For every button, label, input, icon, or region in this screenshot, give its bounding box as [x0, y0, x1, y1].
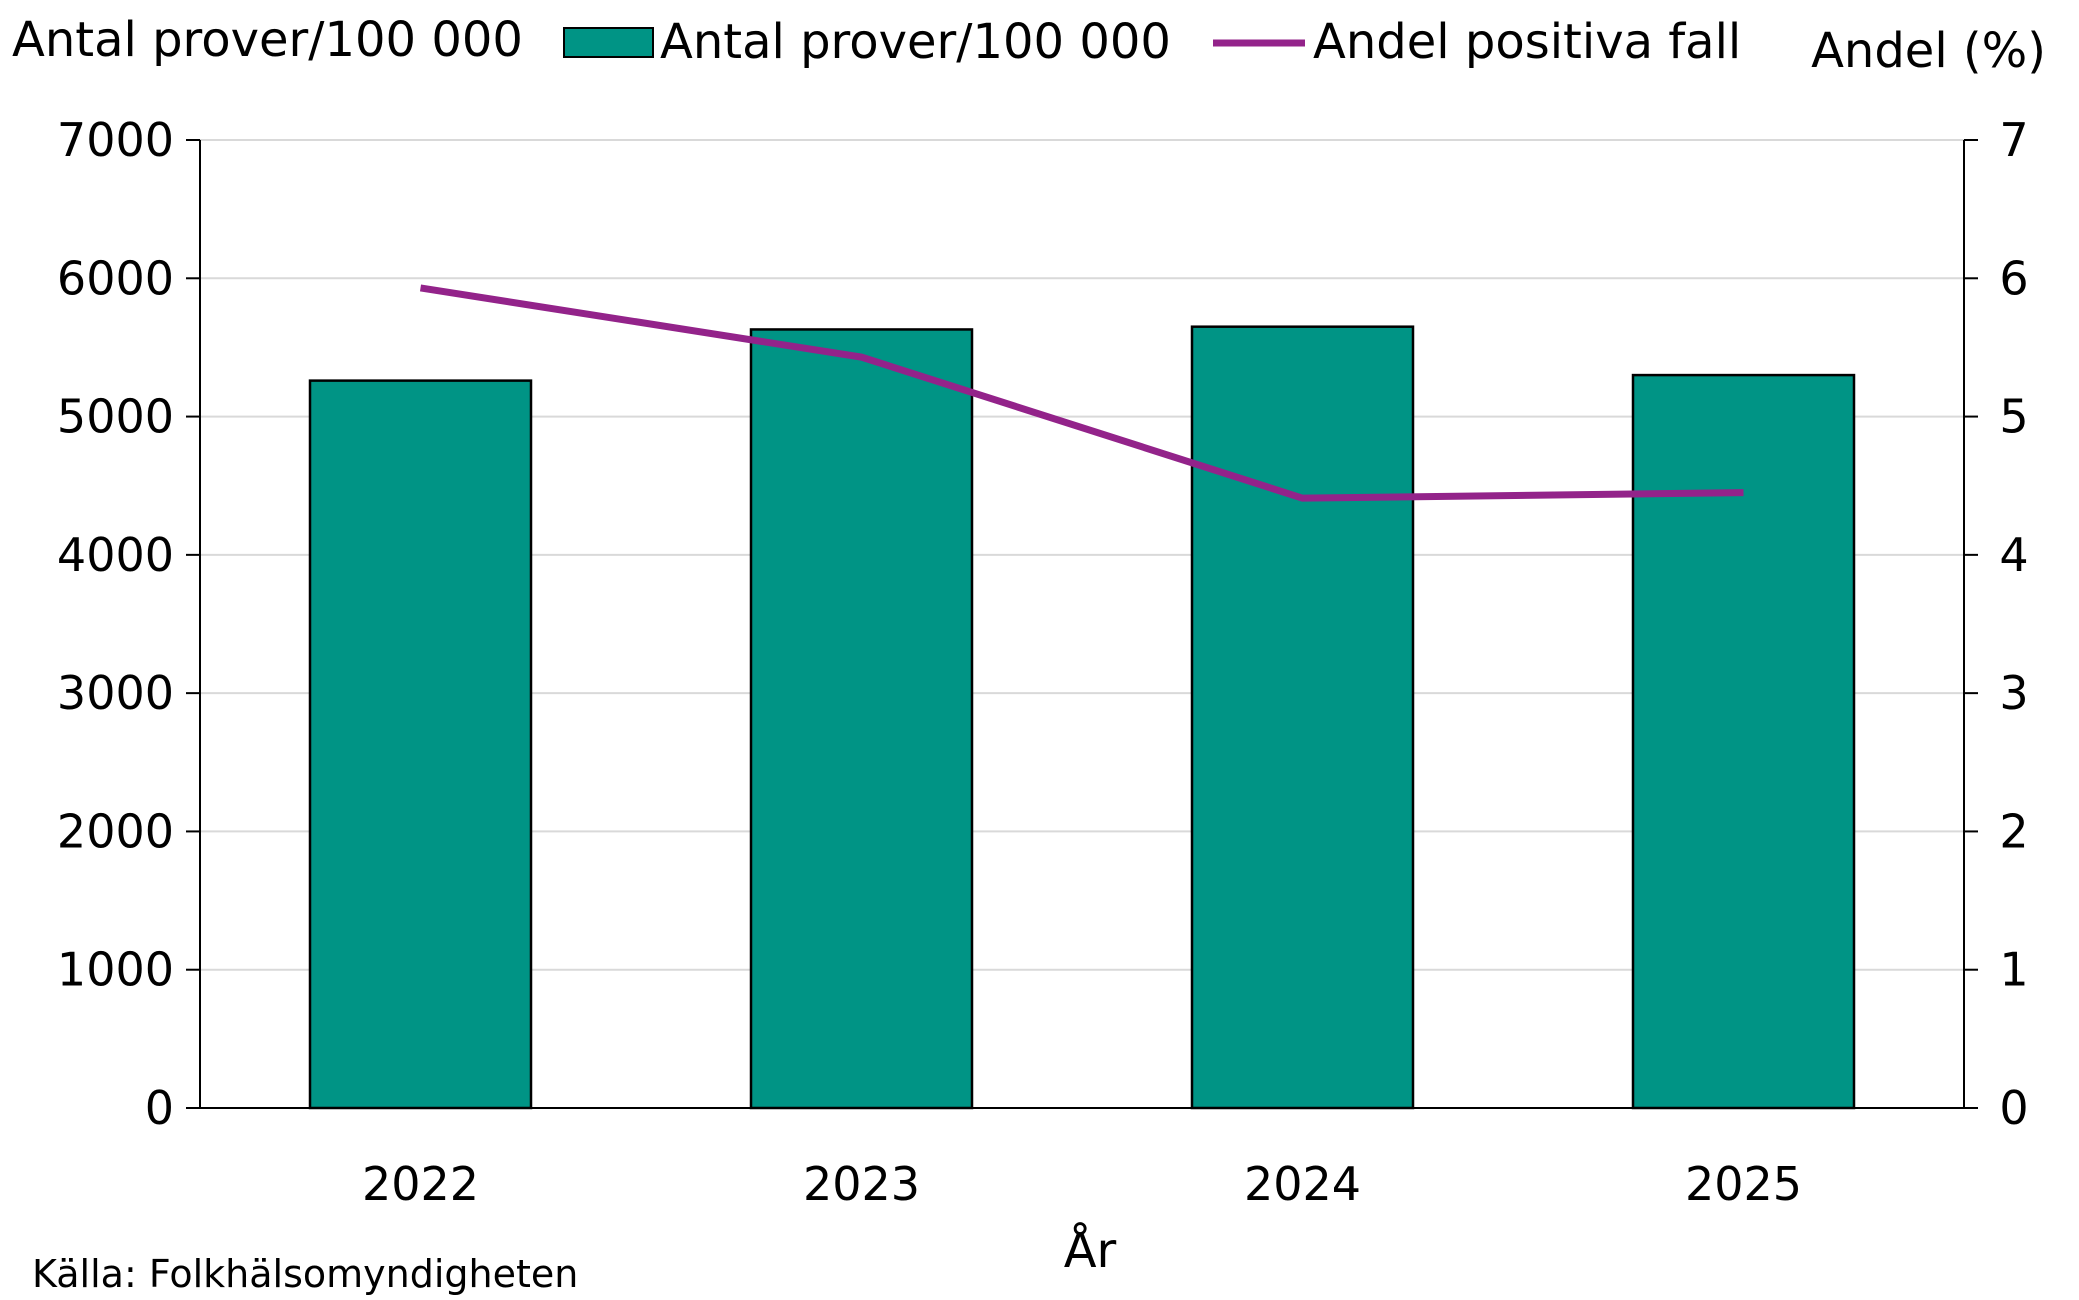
right-tick-label: 4: [1999, 528, 2028, 582]
axes: [186, 139, 1978, 1109]
x-tick-label: 2025: [1685, 1157, 1802, 1211]
legend-swatch-bar: [563, 27, 654, 58]
right-tick-label: 5: [1999, 390, 2028, 444]
x-tick-label: 2023: [803, 1157, 920, 1211]
right-axis-title: Andel (%): [1811, 23, 2046, 79]
left-tick-label: 3000: [57, 666, 174, 720]
left-tick-label: 2000: [57, 804, 174, 858]
right-tick-label: 1: [1999, 943, 2028, 997]
left-tick-label: 1000: [57, 943, 174, 997]
source-note: Källa: Folkhälsomyndigheten: [32, 1252, 578, 1296]
right-tick-label: 7: [1999, 113, 2028, 167]
left-axis-title: Antal prover/100 000: [12, 12, 523, 68]
bar-2024: [1190, 325, 1415, 1110]
right-tick-label: 6: [1999, 251, 2028, 305]
x-tick-label: 2022: [362, 1157, 479, 1211]
bar-2022: [308, 379, 533, 1110]
right-tick-label: 3: [1999, 666, 2028, 720]
right-tick-label: 0: [1999, 1081, 2028, 1135]
right-tick-label: 2: [1999, 804, 2028, 858]
bar-2023: [749, 328, 974, 1110]
right-tick-labels: 0 1 2 3 4 5 6 7: [1999, 113, 2028, 1135]
x-axis-title: År: [1064, 1222, 1117, 1279]
legend: Antal prover/100 000 Andel positiva fall: [563, 14, 1741, 70]
left-tick-label: 4000: [57, 528, 174, 582]
legend-label-bar: Antal prover/100 000: [660, 14, 1171, 70]
left-tick-labels: 0 1000 2000 3000 4000 5000 6000 7000: [57, 113, 174, 1135]
x-tick-labels: 2022 2023 2024 2025: [362, 1157, 1802, 1211]
bar-series: [308, 325, 1856, 1110]
left-tick-label: 5000: [57, 390, 174, 444]
legend-label-line: Andel positiva fall: [1313, 14, 1741, 70]
x-tick-label: 2024: [1244, 1157, 1361, 1211]
left-tick-label: 6000: [57, 251, 174, 305]
left-tick-label: 7000: [57, 113, 174, 167]
left-tick-label: 0: [145, 1081, 174, 1135]
line-series-andel: [419, 284, 1744, 502]
bar-2025: [1631, 373, 1856, 1110]
